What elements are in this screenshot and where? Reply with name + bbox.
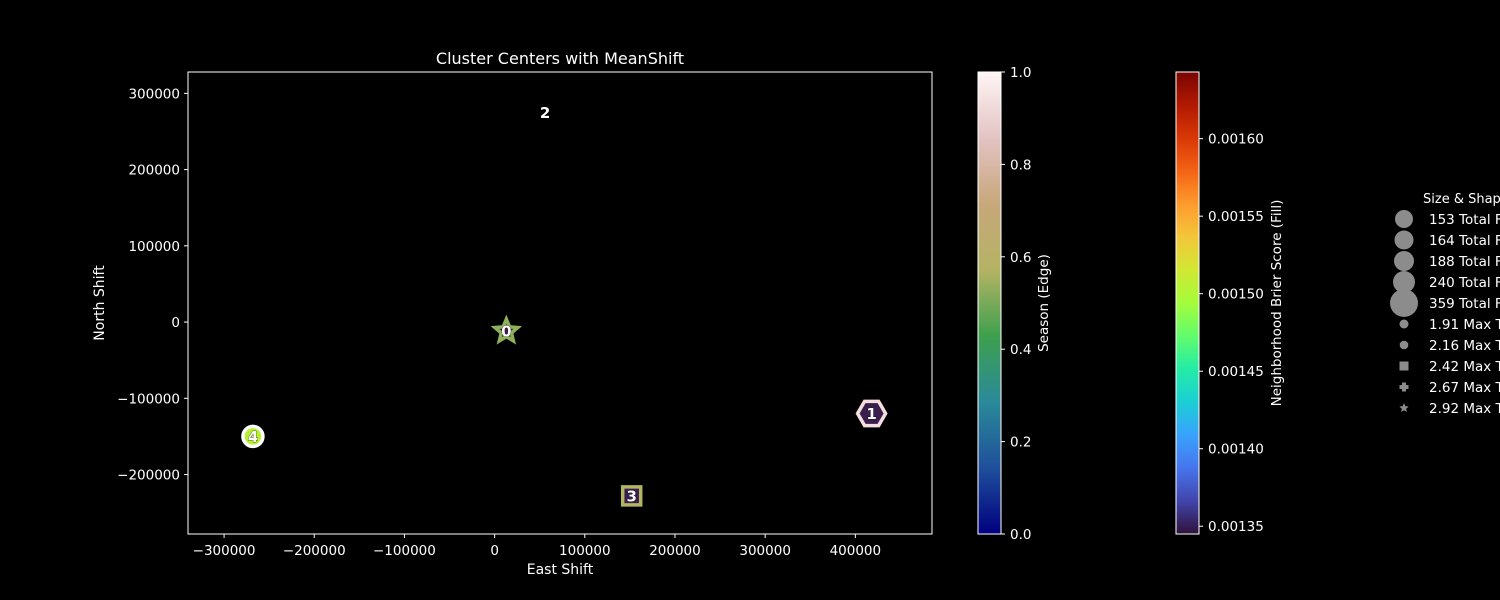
x-axis-label: East Shift <box>527 562 594 578</box>
y-tick-label: −100000 <box>117 391 180 407</box>
cluster-label: 0 <box>501 323 511 341</box>
y-tick-label: 100000 <box>128 239 180 255</box>
legend-marker-plus <box>1399 382 1409 392</box>
cluster-center-marker <box>241 424 265 449</box>
x-tick-label: −300000 <box>193 543 256 559</box>
legend-entry-label: 1.91 Max T <box>1429 317 1500 333</box>
legend-entry-label: 359 Total F <box>1429 296 1500 312</box>
legend-marker-circle <box>1395 210 1413 228</box>
season-colorbar-label: Season (Edge) <box>1036 254 1052 352</box>
legend-marker-circle <box>1393 271 1415 293</box>
x-tick-label: 400000 <box>830 543 882 559</box>
x-tick-label: 100000 <box>559 543 611 559</box>
y-tick-label: 300000 <box>128 86 180 102</box>
season-colorbar: 0.0 0.2 0.4 0.6 0.8 1.0 <box>977 65 1031 543</box>
legend-title: Size & Shap <box>1423 192 1500 207</box>
legend-entry-label: 188 Total F <box>1429 254 1500 270</box>
legend-marker-circle <box>1390 289 1418 317</box>
cluster-label: 1 <box>866 405 876 423</box>
legend-marker-square <box>1399 361 1409 371</box>
legend-entry-label: 2.92 Max T <box>1429 401 1500 417</box>
plot-area-frame <box>187 71 933 535</box>
colorbar-tick-label: 0.00150 <box>1208 287 1264 303</box>
colorbar-gradient <box>977 71 1002 535</box>
colorbar-tick-label: 0.4 <box>1010 342 1031 358</box>
colorbar-tick-label: 0.8 <box>1010 157 1031 173</box>
colorbar-tick-label: 0.00155 <box>1208 209 1264 225</box>
legend-entry-label: 2.42 Max T <box>1429 359 1500 375</box>
legend-entry-label: 153 Total F <box>1429 212 1500 228</box>
size-shape-legend: Size & Shap 153 Total F 164 Total F 188 To… <box>1390 192 1500 417</box>
legend-entry-label: 2.67 Max T <box>1429 380 1500 396</box>
colorbar-tick-label: 0.0 <box>1010 527 1031 543</box>
y-tick-label: −200000 <box>117 468 180 484</box>
cluster-label: 2 <box>540 104 550 122</box>
y-axis-label: North Shift <box>92 265 108 341</box>
brier-score-colorbar: 0.00135 0.00140 0.00145 0.00150 0.00155 0.001… <box>1175 71 1264 535</box>
cluster-center-marker <box>855 399 888 428</box>
x-tick-label: 200000 <box>649 543 701 559</box>
legend-entry-label: 164 Total F <box>1429 233 1500 249</box>
colorbar-tick-label: 1.0 <box>1010 65 1031 81</box>
colorbar-tick-label: 0.00135 <box>1208 519 1264 535</box>
chart-title: Cluster Centers with MeanShift <box>436 49 684 68</box>
legend-marker-circle <box>1394 230 1414 250</box>
cluster-center-marker <box>620 485 643 507</box>
cluster-label: 4 <box>248 428 258 446</box>
colorbar-tick-label: 0.6 <box>1010 250 1031 266</box>
x-tick-label: 300000 <box>739 543 791 559</box>
colorbar-tick-label: 0.00140 <box>1208 442 1264 458</box>
legend-marker-circle <box>1394 251 1414 271</box>
legend-marker-circle <box>1399 319 1409 329</box>
x-tick-label: −200000 <box>283 543 346 559</box>
x-axis: −300000 −200000 −100000 0 100000 200000 300000… <box>193 534 881 559</box>
y-axis: −200000 −100000 0 100000 200000 300000 <box>117 86 188 484</box>
colorbar-gradient <box>1175 71 1200 535</box>
colorbar-tick-label: 0.00145 <box>1208 364 1264 380</box>
data-points: 0 1 2 3 4 <box>241 104 888 507</box>
y-tick-label: 200000 <box>128 163 180 179</box>
brier-score-colorbar-label: Neighborhood Brier Score (Fill) <box>1269 200 1285 407</box>
legend-marker-octagon <box>1399 340 1409 350</box>
legend-entry-label: 2.16 Max T <box>1429 338 1500 354</box>
legend-entry-label: 240 Total F <box>1429 275 1500 291</box>
colorbar-tick-label: 0.2 <box>1010 435 1031 451</box>
colorbar-tick-label: 0.00160 <box>1208 132 1264 148</box>
cluster-label: 3 <box>626 487 636 505</box>
x-tick-label: −100000 <box>373 543 436 559</box>
cluster-center-marker <box>490 314 523 345</box>
x-tick-label: 0 <box>490 543 499 559</box>
y-tick-label: 0 <box>171 315 180 331</box>
legend-marker-star <box>1399 403 1409 413</box>
